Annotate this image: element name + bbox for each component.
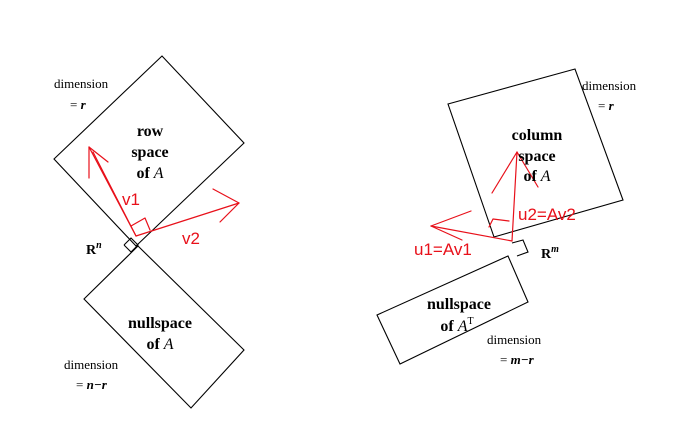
row-space-box <box>53 55 245 247</box>
right-nullspace-dimension-value: = m−r <box>500 352 535 367</box>
right-dimension-label: dimension <box>582 78 637 93</box>
u1-label: u1=Av1 <box>414 240 472 259</box>
column-space-box <box>447 68 624 238</box>
space-label-rm: Rm <box>541 244 559 262</box>
right-nullspace-dimension-label: dimension <box>487 332 542 347</box>
v2-label: v2 <box>182 229 200 248</box>
v1-v2-right-angle <box>130 217 151 231</box>
vector-av1-arrow <box>430 210 513 242</box>
nullspace-line2: of A <box>146 336 173 353</box>
left-nullspace-dimension-value: = n−r <box>76 377 108 392</box>
row-space-line3: of A <box>136 165 163 182</box>
vector-v2-arrow <box>135 188 240 237</box>
left-nullspace-line1: nullspace <box>427 296 491 313</box>
column-space-line3: of A <box>523 168 550 185</box>
v1-label: v1 <box>122 190 140 209</box>
space-label-rn: Rn <box>86 240 102 258</box>
av-right-angle <box>488 218 510 228</box>
left-nullspace-dimension-label: dimension <box>64 357 119 372</box>
u2-label: u2=Av2 <box>518 205 576 224</box>
right-angle-marker <box>123 237 139 253</box>
left-dimension-label: dimension <box>54 76 109 91</box>
right-dimension-value: = r <box>598 98 615 113</box>
nullspace-box <box>83 245 245 409</box>
row-space-line2: space <box>131 144 168 161</box>
right-angle-marker-right <box>511 239 529 257</box>
right-panel: dimension = r column space of A Rm nulls… <box>376 68 637 367</box>
column-space-line2: space <box>518 148 555 165</box>
row-space-line1: row <box>137 123 164 140</box>
vector-av2-arrow <box>491 151 539 242</box>
left-dimension-value: = r <box>70 97 87 112</box>
nullspace-line1: nullspace <box>128 315 192 332</box>
left-nullspace-line2: of AT <box>440 316 473 335</box>
vector-v1-arrow <box>88 146 137 237</box>
left-nullspace-box <box>376 255 529 365</box>
left-panel: dimension = r row space of A Rn nullspac… <box>53 55 245 409</box>
column-space-line1: column <box>512 127 563 144</box>
